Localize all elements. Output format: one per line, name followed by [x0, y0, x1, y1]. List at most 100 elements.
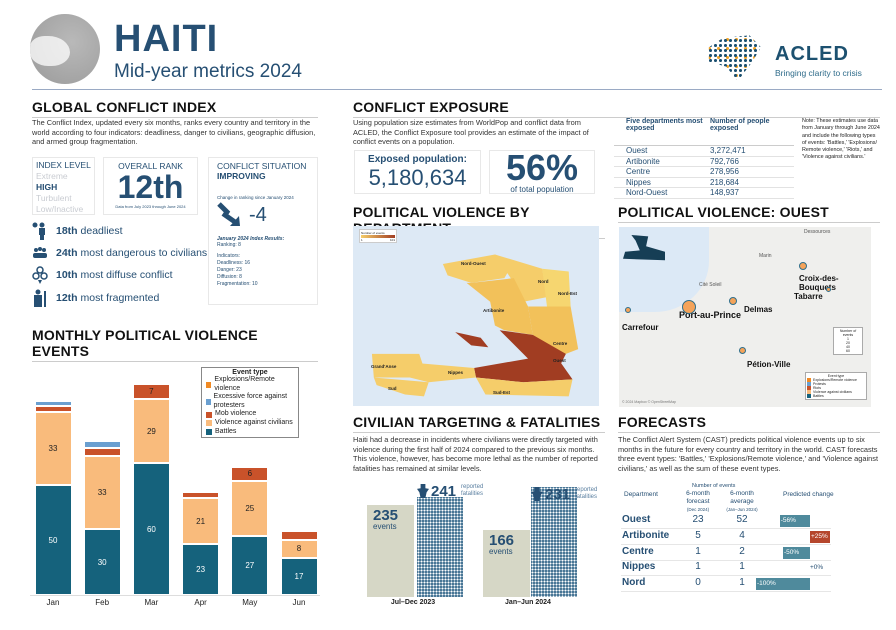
place-label: Port-au-Prince [679, 310, 742, 320]
events-label: events [373, 522, 397, 531]
exposure-row: Ouest 3,272,471 [614, 146, 794, 157]
dept-artibonite[interactable] [466, 278, 533, 335]
type-legend-item: Protests [807, 382, 865, 386]
dept-nord-ouest[interactable] [442, 254, 514, 283]
bar-segment-mar-mob-violence[interactable]: 7 [132, 383, 170, 400]
bar-segment-feb-battles[interactable]: 30 [83, 529, 121, 595]
chart-legend: Event type Explosions/Remote violence Exc… [201, 367, 299, 439]
bar-segment-mar-battles[interactable]: 60 [132, 463, 170, 595]
place-label: Cité Soleil [699, 282, 722, 288]
people-exposed: 792,766 [710, 156, 739, 166]
dept-label: Grand'Anse [371, 364, 397, 369]
stat-rank: 24th [56, 247, 78, 259]
bar-segment-mar-violence-against-civilians[interactable]: 29 [132, 399, 170, 463]
exposure-row: Nord-Ouest 148,937 [614, 188, 794, 199]
civilian-description: Haiti had a decrease in incidents where … [353, 435, 598, 473]
change-bar[interactable]: -50% [783, 546, 810, 559]
event-bubble[interactable] [682, 300, 696, 314]
forecast-group-header: Number of events [692, 483, 736, 489]
average-value: 2 [739, 545, 745, 557]
bar-segment-may-violence-against-civilians[interactable]: 25 [231, 480, 269, 536]
person-skull-icon [32, 222, 45, 240]
bar-segment-jun-mob-violence[interactable] [280, 531, 318, 540]
event-bubble[interactable] [826, 287, 831, 292]
legend-label: Excessive force against protesters [213, 393, 288, 409]
event-bubble[interactable] [799, 262, 807, 270]
dept-nord-est[interactable] [542, 268, 571, 307]
forecast-dept: Ouest [622, 514, 651, 525]
jan-ranking: Ranking: 8 [217, 242, 241, 248]
event-bubble[interactable] [739, 347, 746, 354]
legend-label: Explosions/Remote violence [214, 376, 275, 392]
row-divider [621, 575, 831, 577]
change-bar[interactable]: -100% [756, 578, 810, 591]
fatalities-value: 231 [545, 486, 571, 503]
change-bar[interactable]: +25% [810, 530, 830, 543]
event-bubble[interactable] [625, 307, 631, 313]
fatalities-dot-grid[interactable] [531, 487, 577, 597]
col-average-sub: (Jan–Jun 2024) [726, 507, 758, 512]
stat-rank: 12th [56, 292, 78, 304]
events-value: 166 [489, 532, 515, 549]
dept-sud-est[interactable] [476, 377, 573, 397]
bar-segment-apr-mob-violence[interactable] [182, 491, 220, 499]
dept-label: Artibonite [483, 308, 505, 313]
dept-nippes[interactable] [409, 363, 476, 383]
legend-swatch [206, 420, 212, 427]
fatalities-dot-grid[interactable] [417, 497, 463, 597]
bar-segment-jan-mob-violence[interactable] [34, 405, 72, 413]
size-legend-title: Number of events [839, 329, 857, 337]
exposure-title: CONFLICT EXPOSURE [353, 99, 880, 118]
dept-label: Nord-Ouest [461, 261, 486, 266]
forecast-value: 1 [695, 545, 701, 557]
bar-segment-jan-battles[interactable]: 50 [34, 485, 72, 595]
dept-sud[interactable] [373, 377, 429, 397]
exposure-row: Nippes 218,684 [614, 178, 794, 189]
period-label: Jan–Jun 2024 [505, 599, 551, 606]
dept-gonave[interactable] [455, 332, 489, 348]
change-bar[interactable]: -56% [779, 515, 810, 527]
dept-grand-anse[interactable] [371, 353, 424, 378]
overall-rank-box: OVERALL RANK 12th Data from July 2023 th… [103, 157, 198, 215]
size-40: 40 [846, 345, 850, 349]
bar-segment-apr-violence-against-civilians[interactable]: 21 [182, 498, 220, 545]
dept-ouest[interactable] [474, 330, 573, 383]
bar-segment-feb-violence-against-civilians[interactable]: 33 [83, 456, 121, 529]
events-label: events [489, 547, 513, 556]
events-bar[interactable]: 166 events [483, 530, 530, 597]
person-fatality-icon [417, 484, 429, 498]
type-swatch [807, 382, 811, 386]
fatalities-label: reported fatalities [575, 487, 598, 500]
dept-name: Ouest [626, 146, 648, 155]
bar-segment-apr-battles[interactable]: 23 [182, 544, 220, 595]
forecast-dept: Nord [622, 577, 646, 589]
bar-segment-jan-violence-against-civilians[interactable]: 33 [34, 412, 72, 485]
legend-min: 1 [361, 238, 363, 242]
events-bar[interactable]: 235 events [367, 505, 414, 597]
forecast-dept: Artibonite [622, 529, 670, 541]
bar-segment-jun-violence-against-civilians[interactable]: 8 [280, 540, 318, 558]
col-average: 6-month average (Jan–Jun 2024) [720, 490, 764, 514]
bar-segment-jun-battles[interactable]: 17 [280, 557, 318, 595]
header-divider [32, 89, 882, 90]
bar-segment-jan-excessive-force-against-protesters[interactable] [34, 401, 72, 406]
bar-segment-feb-excessive-force-against-protesters[interactable] [83, 441, 121, 448]
legend-label: Violence against civilians [215, 418, 293, 426]
bar-segment-may-mob-violence[interactable]: 6 [231, 467, 269, 481]
dept-nord[interactable] [494, 254, 547, 302]
bar-segment-may-battles[interactable]: 27 [231, 535, 269, 595]
event-bubble[interactable] [729, 297, 737, 305]
col-average-label: 6-month average [730, 490, 754, 505]
col-forecast-sub: (Dec 2024) [686, 507, 710, 512]
bar-segment-feb-explosions-remote-violence[interactable] [83, 438, 121, 441]
down-arrow-icon [217, 202, 240, 226]
bar-segment-feb-mob-violence[interactable] [83, 447, 121, 457]
indicator-fragmentation: Fragmentation: 10 [217, 281, 258, 287]
average-value: 52 [736, 514, 748, 525]
exposure-table: Five departments most exposed Number of … [614, 118, 794, 199]
dept-label: Nippes [448, 370, 464, 375]
type-legend: Event type Explosions/Remote violence Pro… [805, 372, 867, 400]
map-credit: © 2024 Mapbox © OpenStreetMap [622, 400, 676, 404]
stat-text: deadliest [80, 225, 123, 237]
dept-name: Artibonite [626, 156, 660, 166]
